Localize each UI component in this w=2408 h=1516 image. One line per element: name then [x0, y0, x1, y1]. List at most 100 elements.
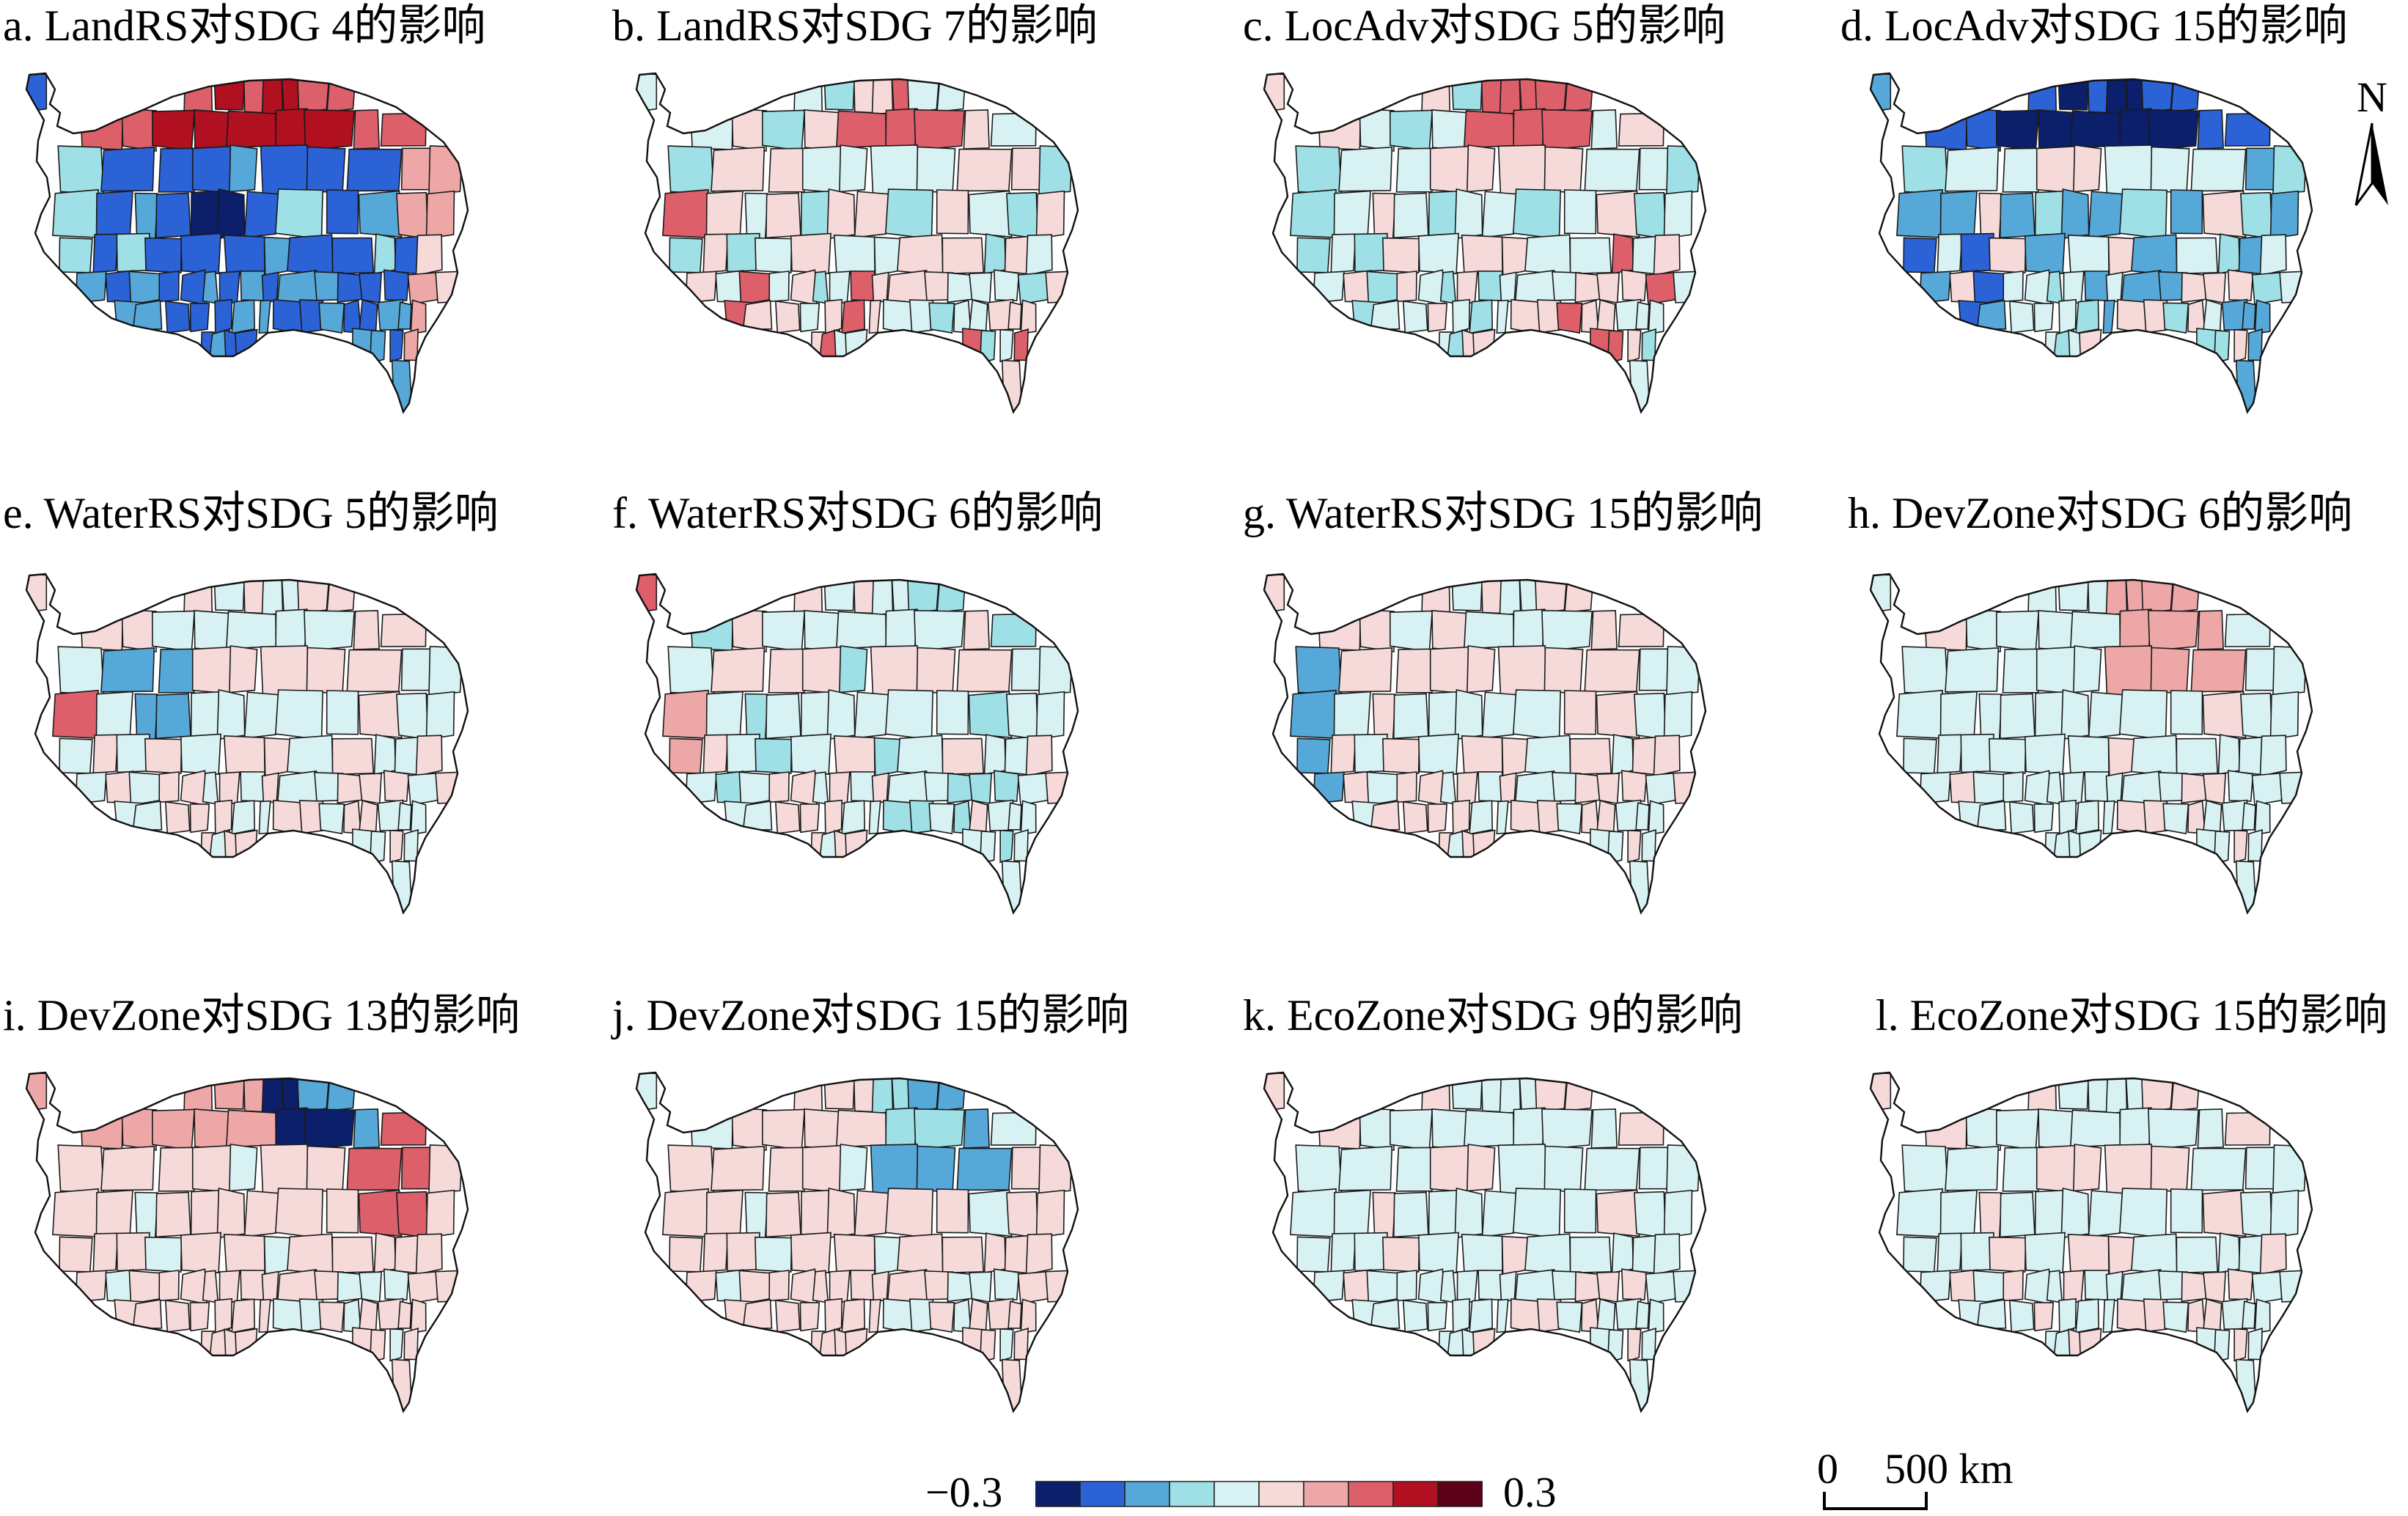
county-region: [1653, 234, 1681, 276]
county-region: [731, 1107, 768, 1151]
county-region: [761, 1108, 806, 1151]
panel-title-e: e. WaterRS对SDG 5的影响: [3, 489, 499, 537]
county-region: [1038, 646, 1073, 696]
county-region: [396, 692, 429, 740]
county-region: [1372, 693, 1396, 740]
county-region: [2119, 608, 2152, 651]
county-region: [667, 646, 715, 695]
county-region: [979, 831, 996, 865]
county-region: [2272, 646, 2308, 696]
county-region: [1634, 1191, 1667, 1239]
county-region: [132, 801, 163, 831]
county-region: [833, 1233, 876, 1274]
county-region: [383, 770, 410, 802]
county-region: [2176, 1236, 2219, 1274]
county-region: [275, 1107, 308, 1149]
county-region: [1007, 1300, 1022, 1329]
county-region: [1663, 190, 1693, 240]
county-region: [389, 328, 404, 363]
county-region: [1330, 734, 1357, 774]
county-region: [359, 299, 378, 332]
county-region: [2190, 649, 2247, 693]
county-region: [2170, 1188, 2203, 1234]
county-region: [1663, 1189, 1693, 1239]
county-region: [2024, 232, 2066, 274]
panel-title-h: h. DevZone对SDG 6的影响: [1848, 489, 2353, 537]
county-region: [219, 1270, 241, 1304]
county-region: [1978, 1191, 2003, 1239]
county-region: [1976, 1299, 2007, 1330]
county-region: [1020, 299, 1037, 335]
county-region: [151, 610, 196, 652]
county-region: [190, 691, 221, 737]
county-region: [2027, 73, 2058, 115]
county-region: [690, 1110, 734, 1149]
county-region: [2002, 648, 2042, 693]
county-region: [1469, 1298, 1494, 1333]
county-region: [95, 190, 133, 238]
county-region: [1871, 73, 1892, 113]
county-region: [260, 645, 310, 696]
county-region: [2116, 799, 2148, 836]
county-region: [261, 1270, 279, 1302]
county-region: [1454, 188, 1483, 240]
county-region: [389, 1328, 404, 1362]
county-region: [871, 772, 889, 803]
county-region: [801, 145, 843, 194]
county-region: [1045, 770, 1078, 804]
county-region: [2150, 1145, 2190, 1193]
county-region: [1590, 1108, 1618, 1149]
county-region: [373, 734, 397, 775]
county-region: [800, 691, 831, 737]
county-region: [213, 73, 246, 111]
county-region: [993, 770, 1020, 802]
county-region: [1524, 234, 1571, 276]
county-region: [1395, 1147, 1436, 1192]
county-region: [669, 1236, 703, 1273]
county-region: [2170, 189, 2203, 235]
county-region: [2060, 689, 2090, 740]
county-region: [216, 689, 246, 740]
county-region: [990, 613, 1037, 647]
county-region: [993, 269, 1020, 301]
county-region: [936, 73, 967, 113]
county-region: [885, 108, 918, 150]
county-region: [1452, 1298, 1471, 1333]
county-region: [1429, 145, 1470, 194]
legend-swatch: [1214, 1481, 1260, 1507]
county-region: [229, 144, 258, 193]
county-region: [884, 1188, 934, 1239]
county-region: [243, 1190, 279, 1237]
county-region: [1919, 1270, 1951, 1303]
county-region: [829, 271, 851, 305]
county-region: [1596, 1271, 1620, 1303]
county-region: [306, 647, 346, 694]
county-region: [407, 772, 441, 806]
county-region: [2269, 1189, 2299, 1239]
county-region: [2067, 735, 2110, 776]
county-region: [761, 610, 806, 652]
county-region: [225, 110, 277, 149]
county-region: [845, 829, 868, 864]
county-region: [2233, 1328, 2248, 1362]
county-region: [326, 690, 359, 735]
county-region: [180, 232, 221, 274]
county-region: [213, 1072, 246, 1110]
county-region: [990, 1111, 1037, 1146]
county-region: [180, 1232, 221, 1273]
county-region: [2033, 803, 2055, 834]
county-region: [2084, 771, 2110, 802]
county-region: [1510, 298, 1541, 335]
county-region: [2240, 191, 2273, 240]
county-region: [306, 1145, 346, 1193]
county-region: [331, 737, 375, 776]
plateau-boundary: [635, 573, 1079, 915]
county-region: [2105, 1270, 2123, 1302]
county-region: [2067, 234, 2110, 275]
county-region: [128, 1270, 161, 1305]
county-region: [275, 608, 308, 651]
county-region: [1673, 270, 1706, 303]
county-region: [833, 234, 876, 275]
county-region: [1370, 1299, 1401, 1330]
county-region: [1607, 330, 1624, 364]
